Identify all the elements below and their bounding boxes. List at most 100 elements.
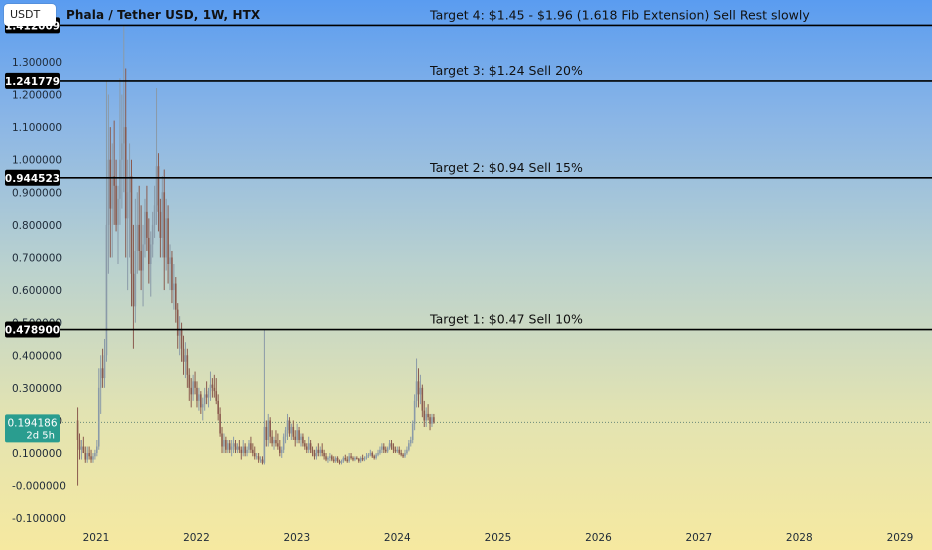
candle-body (124, 127, 127, 219)
candle (425, 407, 427, 427)
candle-body (103, 355, 106, 379)
target-line[interactable]: 0.478900 Target 1: $0.47 Sell 10% (5, 312, 932, 338)
candle (226, 440, 229, 454)
candle-body (400, 453, 402, 455)
candle (228, 440, 231, 454)
candle-body (109, 159, 112, 209)
candle-body (334, 457, 337, 462)
candle-body (421, 387, 424, 411)
candle-body (201, 404, 204, 408)
candle-body (211, 384, 214, 388)
y-tick-label: 1.300000 (12, 57, 62, 69)
candle-body (155, 166, 158, 206)
candle (151, 211, 154, 258)
candle (381, 443, 383, 454)
x-tick-label: 2021 (83, 532, 110, 544)
x-tick-label: 2023 (283, 532, 310, 544)
candle (180, 322, 183, 362)
candle-body (386, 448, 389, 452)
candle (429, 413, 431, 431)
candle (348, 453, 350, 463)
symbol-chip[interactable]: USDT (4, 4, 56, 26)
candle-body (228, 443, 231, 450)
candle (163, 169, 166, 291)
candle (80, 440, 83, 460)
candle (275, 430, 277, 447)
candle-body (317, 449, 320, 454)
candle (225, 436, 227, 454)
candle (234, 440, 237, 454)
candle-body (115, 185, 117, 225)
candle (105, 81, 108, 362)
candle-body (203, 394, 206, 405)
candle-body (396, 449, 399, 452)
candle-body (96, 446, 98, 454)
candle (107, 94, 110, 274)
candle-body (169, 257, 171, 264)
candle-body (138, 224, 140, 251)
candle-body (346, 459, 349, 462)
candle-body (344, 457, 347, 460)
candle (419, 374, 422, 405)
candle (236, 443, 239, 454)
candle-body (178, 329, 181, 336)
candle (379, 446, 381, 455)
candle (188, 368, 191, 401)
candle (384, 446, 387, 454)
y-axis: -0.100000-0.0000000.1000000.2000000.3000… (12, 57, 66, 525)
candle (261, 456, 264, 465)
y-tick-label: 0.100000 (12, 448, 62, 460)
candle (248, 440, 250, 454)
candle-body (242, 446, 245, 454)
candle (169, 244, 171, 291)
candle-body (180, 329, 183, 349)
candle (157, 153, 160, 232)
candle (96, 440, 98, 457)
candle-body (111, 176, 114, 209)
candle (149, 231, 152, 297)
candle-body (273, 440, 275, 444)
x-tick-label: 2022 (183, 532, 210, 544)
candle-body (253, 453, 256, 457)
candles (76, 25, 435, 486)
target-price-tag: 0.944523 (5, 173, 60, 185)
candle-body (151, 224, 154, 245)
candle-body (252, 449, 254, 454)
candle (286, 413, 289, 440)
candle-body (198, 394, 200, 401)
candle-body (271, 436, 273, 444)
target-line[interactable]: 0.944523 Target 2: $0.94 Sell 15% (5, 160, 932, 186)
candle (136, 192, 139, 274)
candle-body (128, 176, 131, 193)
candle-body (230, 446, 233, 450)
candle (423, 400, 426, 427)
candle-body (417, 381, 420, 395)
candle (132, 224, 135, 349)
x-tick-label: 2027 (685, 532, 712, 544)
candle (246, 446, 248, 457)
target-line[interactable]: 1.241779 Target 3: $1.24 Sell 20% (5, 63, 932, 89)
candle (101, 348, 104, 388)
candle-body (423, 410, 426, 421)
candle-body (153, 205, 156, 225)
candle (344, 454, 347, 462)
candle-body (277, 443, 279, 447)
candle (273, 436, 275, 450)
candle-body (217, 400, 219, 414)
candle (431, 413, 433, 427)
candle-body (294, 436, 297, 440)
candle (396, 446, 399, 454)
candle-body (390, 443, 393, 447)
candle (292, 420, 295, 440)
candle-body (205, 394, 208, 398)
candle (265, 420, 268, 447)
candle-body (319, 449, 322, 454)
candle (257, 453, 260, 463)
candle-body (383, 446, 385, 450)
candle-body (350, 456, 352, 458)
candle (311, 446, 314, 457)
